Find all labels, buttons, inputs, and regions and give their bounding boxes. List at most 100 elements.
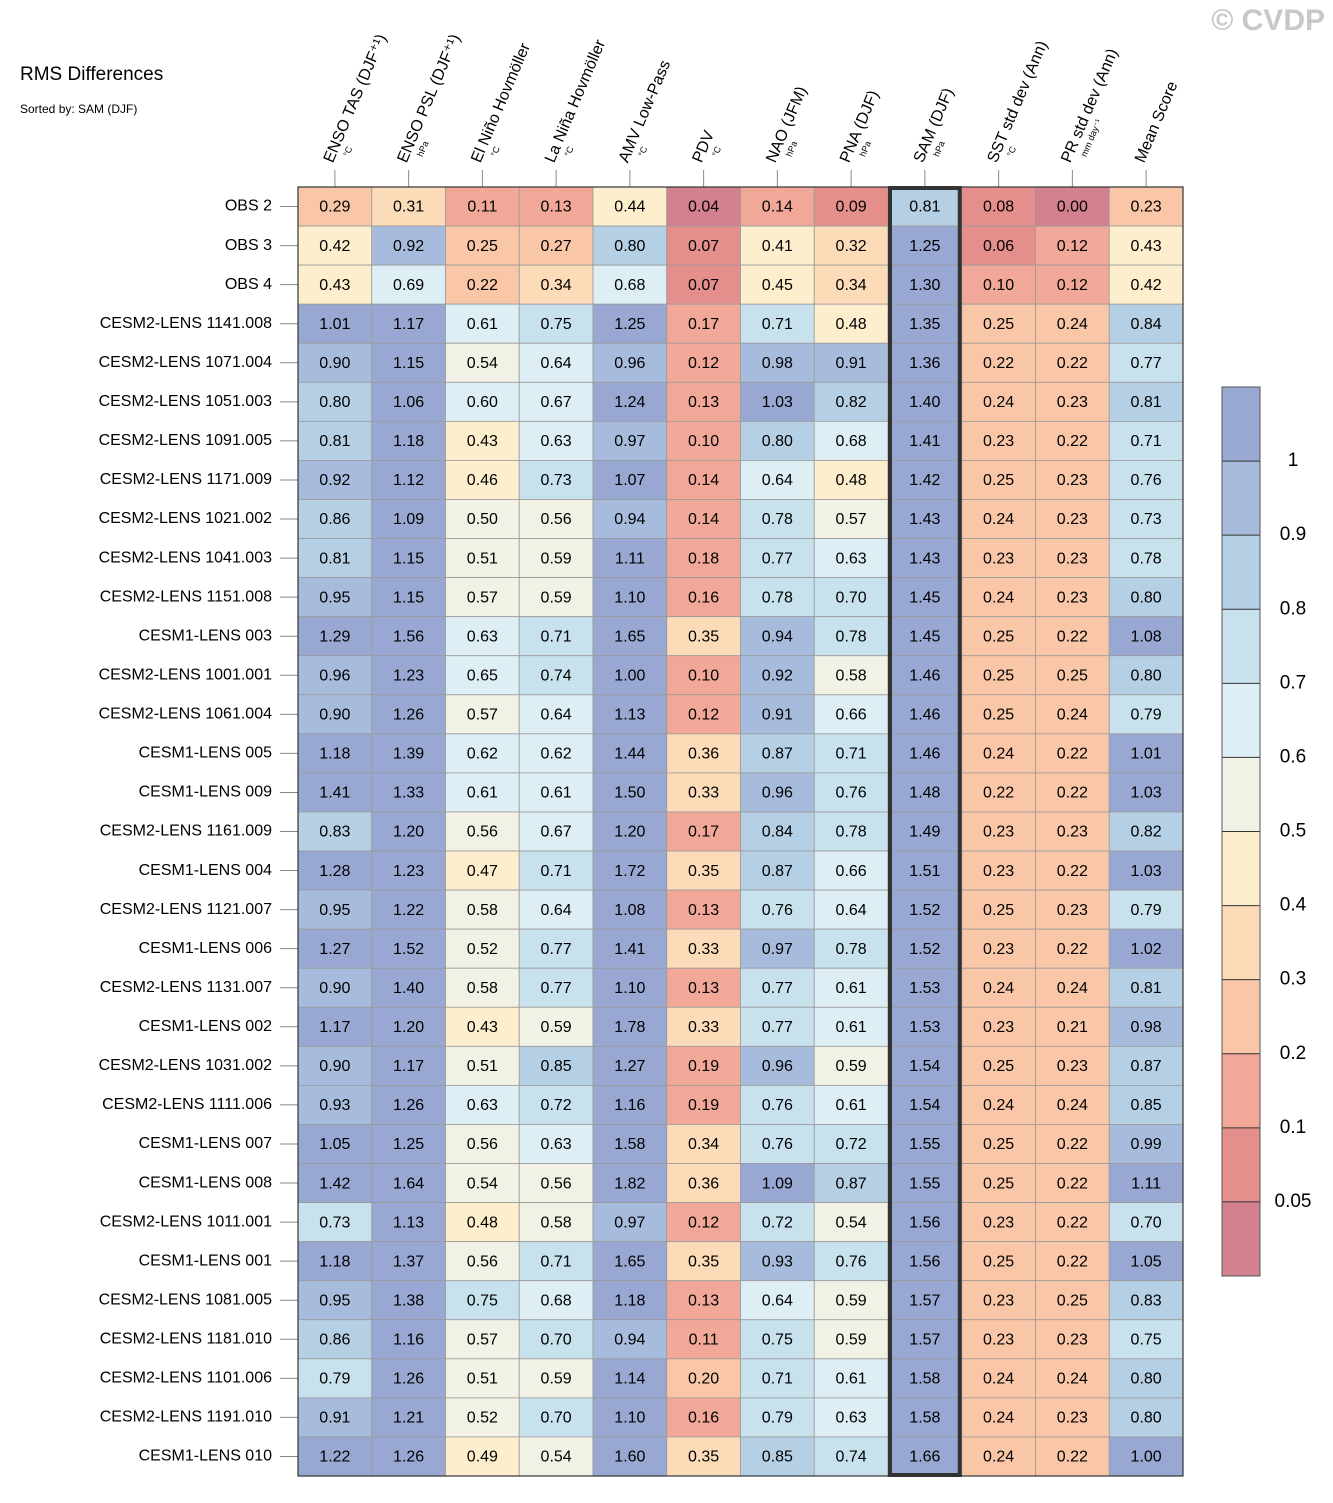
cell [666, 1358, 741, 1399]
cell [813, 616, 889, 657]
cell [1108, 1397, 1184, 1438]
cell [961, 1280, 1036, 1321]
cell [297, 1241, 373, 1282]
cell [297, 616, 373, 657]
cell-label: 0.63 [467, 1097, 498, 1114]
cell-label: 0.50 [467, 511, 498, 528]
cell-label: 0.77 [762, 980, 793, 997]
cell [813, 1241, 889, 1282]
cell [1035, 420, 1110, 461]
cell-label: 0.13 [541, 199, 572, 216]
cell [592, 420, 668, 461]
cell-label: 0.73 [1131, 511, 1162, 528]
cell-label: 0.92 [393, 238, 424, 255]
cell [961, 1436, 1036, 1477]
cell-label: 0.81 [319, 433, 350, 450]
cell-label: 0.77 [762, 550, 793, 567]
cell-label: 1.56 [909, 1253, 940, 1270]
cell-label: 1.09 [393, 511, 424, 528]
cell-label: 1.49 [909, 824, 940, 841]
cell-label: 0.94 [614, 511, 645, 528]
cell-label: 0.16 [688, 1410, 719, 1427]
cell-label: 1.25 [393, 1136, 424, 1153]
cell-label: 0.35 [688, 1449, 719, 1466]
cell [740, 342, 815, 383]
cell-label: 1.58 [909, 1371, 940, 1388]
cell-label: 1.44 [614, 746, 645, 763]
cell-label: 1.20 [393, 824, 424, 841]
cell-label: 1.14 [614, 1371, 645, 1388]
cell-label: 0.22 [467, 277, 498, 294]
cell [666, 694, 741, 735]
colorbar-border [1221, 386, 1261, 1277]
column-header: ENSO PSL (DJF⁺¹)hPa [395, 32, 464, 165]
column-header: El Niño Hovmöller°C [468, 40, 534, 165]
cell [961, 1045, 1036, 1086]
cell-label: 0.12 [1057, 277, 1088, 294]
cell [740, 225, 815, 266]
cell-label: 1.53 [909, 980, 940, 997]
cell-label: 0.68 [614, 277, 645, 294]
cell [518, 381, 594, 422]
cell-label: 1.64 [393, 1175, 424, 1192]
cell [887, 733, 963, 774]
cell [813, 733, 889, 774]
cell-label: 0.24 [1057, 980, 1088, 997]
cell-label: 1.46 [909, 707, 940, 724]
cell [887, 1436, 963, 1477]
cell-label: 0.22 [983, 355, 1014, 372]
colorbar-label: 0.9 [1280, 524, 1306, 545]
cell [740, 850, 815, 891]
cell [813, 1006, 889, 1047]
cell-label: 0.85 [541, 1058, 572, 1075]
cell [666, 460, 741, 500]
cell-label: 0.57 [467, 707, 498, 724]
cell-label: 1.57 [909, 1292, 940, 1309]
cell-label: 0.23 [983, 550, 1014, 567]
cell-label: 0.81 [319, 550, 350, 567]
cell [1108, 342, 1184, 383]
cell [518, 1358, 594, 1399]
cell [592, 850, 668, 891]
cell-label: 0.99 [1131, 1136, 1162, 1153]
cell [1035, 1045, 1110, 1086]
cell-label: 1.10 [614, 1410, 645, 1427]
cell-label: 0.25 [983, 707, 1014, 724]
cell [887, 811, 963, 852]
cell-label: 0.64 [836, 902, 867, 919]
cell-label: 1.45 [909, 628, 940, 645]
cell-label: 1.18 [614, 1292, 645, 1309]
cell-label: 1.24 [614, 394, 645, 411]
cell-label: 0.13 [688, 394, 719, 411]
cell [961, 577, 1036, 618]
cell [445, 538, 520, 579]
cell-label: 0.00 [1057, 199, 1088, 216]
cell-label: 1.35 [909, 316, 940, 333]
cell [887, 694, 963, 735]
cell [371, 1084, 446, 1125]
cell [813, 303, 889, 344]
cell-label: 0.35 [688, 863, 719, 880]
cell-label: 1.54 [909, 1058, 940, 1075]
cell [518, 1124, 594, 1164]
cell [371, 1280, 446, 1321]
cell [961, 1397, 1036, 1438]
cell [1035, 1319, 1110, 1360]
cell-label: 0.56 [467, 824, 498, 841]
cell-label: 0.52 [467, 941, 498, 958]
cell-label: 0.24 [983, 1449, 1014, 1466]
cell-label: 0.57 [467, 589, 498, 606]
cell-label: 0.64 [541, 707, 572, 724]
cell-label: 0.12 [688, 707, 719, 724]
cell [1108, 1241, 1184, 1282]
cell-label: 0.22 [1057, 1449, 1088, 1466]
cell-label: 1.43 [909, 550, 940, 567]
column-unit: °C [489, 144, 502, 158]
cell [592, 1436, 668, 1477]
cell-label: 0.67 [541, 394, 572, 411]
row-label: OBS 4 [225, 276, 272, 293]
cell [518, 1006, 594, 1047]
cell-label: 0.56 [467, 1136, 498, 1153]
cell-label: 0.75 [541, 316, 572, 333]
cell [592, 1319, 668, 1360]
